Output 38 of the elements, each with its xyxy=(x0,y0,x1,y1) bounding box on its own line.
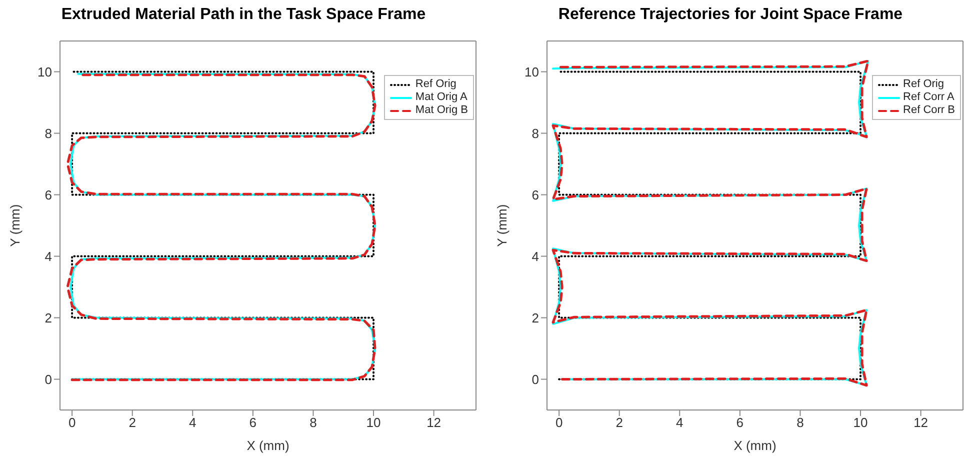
y-tick-label: 6 xyxy=(532,187,539,202)
x-tick-label: 8 xyxy=(310,415,317,430)
y-tick-label: 0 xyxy=(532,372,539,387)
y-axis-title: Y (mm) xyxy=(8,204,23,247)
x-tick-label: 4 xyxy=(189,415,196,430)
x-tick-label: 0 xyxy=(68,415,76,430)
chart-title: Reference Trajectories for Joint Space Frame xyxy=(557,5,904,25)
y-axis-title: Y (mm) xyxy=(494,204,510,247)
y-tick-label: 6 xyxy=(44,187,52,202)
x-tick-label: 12 xyxy=(426,415,442,430)
x-tick-label: 4 xyxy=(676,415,684,430)
y-tick-label: 4 xyxy=(532,248,539,264)
y-tick-label: 10 xyxy=(38,64,52,80)
y-tick-label: 8 xyxy=(44,126,52,141)
x-axis-title: X (mm) xyxy=(246,438,290,453)
y-tick-label: 2 xyxy=(532,310,539,326)
x-tick-label: 6 xyxy=(249,415,257,430)
y-tick-label: 10 xyxy=(524,64,539,80)
x-tick-label: 12 xyxy=(914,415,928,430)
x-axis-title: X (mm) xyxy=(734,438,776,453)
y-tick-label: 4 xyxy=(44,248,52,264)
legend-label: Ref Orig xyxy=(903,78,944,91)
x-tick-label: 6 xyxy=(736,415,744,430)
x-tick-label: 0 xyxy=(555,415,563,430)
x-tick-label: 10 xyxy=(853,415,868,430)
x-tick-label: 2 xyxy=(616,415,623,430)
legend-label: Mat Orig A xyxy=(415,91,468,104)
legend-label: Ref Orig xyxy=(415,78,456,91)
legend-label: Ref Corr B xyxy=(903,104,955,117)
x-tick-label: 10 xyxy=(366,415,381,430)
legend-label: Mat Orig B xyxy=(415,104,468,117)
y-tick-label: 2 xyxy=(44,310,52,326)
y-tick-label: 8 xyxy=(532,126,539,141)
legend-label: Ref Corr A xyxy=(903,91,954,104)
y-tick-label: 0 xyxy=(44,372,52,387)
chart-title: Extruded Material Path in the Task Space Frame xyxy=(60,5,427,25)
x-tick-label: 8 xyxy=(796,415,804,430)
x-tick-label: 2 xyxy=(128,415,136,430)
